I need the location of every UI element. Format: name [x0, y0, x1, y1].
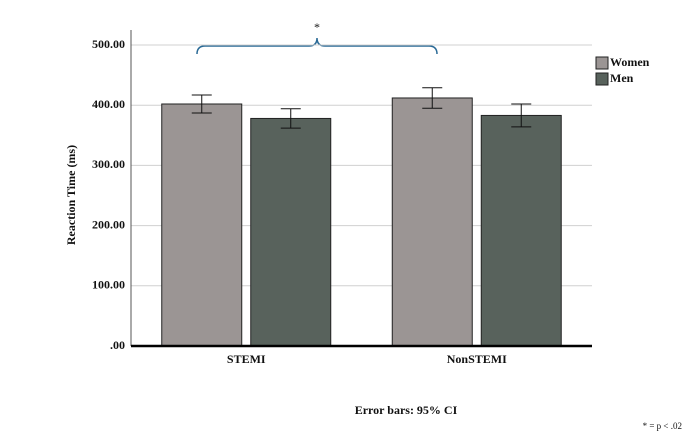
bar — [480, 114, 562, 347]
y-tick-label: 200.00 — [92, 217, 125, 231]
x-tick-label: NonSTEMI — [447, 352, 507, 366]
legend-label: Men — [610, 71, 634, 85]
error-bar — [280, 108, 301, 129]
y-tick-label: 100.00 — [92, 278, 125, 292]
error-bar — [511, 103, 532, 128]
y-axis-label: Reaction Time (ms) — [64, 145, 78, 245]
y-tick-label: 300.00 — [92, 157, 125, 171]
significance-bracket — [196, 37, 438, 55]
legend-swatch — [595, 56, 609, 70]
error-bar — [422, 87, 443, 109]
legend-swatch — [595, 72, 609, 86]
significance-mark: * — [314, 20, 320, 34]
legend-label: Women — [610, 55, 650, 69]
error-bar — [191, 94, 212, 114]
bar — [391, 97, 473, 347]
footnote: * = p < .02 — [643, 421, 682, 431]
bar — [161, 103, 243, 347]
x-tick-label: STEMI — [227, 352, 266, 366]
y-tick-label: .00 — [110, 338, 125, 352]
bar — [250, 117, 332, 347]
y-tick-label: 400.00 — [92, 97, 125, 111]
caption: Error bars: 95% CI — [355, 403, 458, 417]
y-tick-label: 500.00 — [92, 37, 125, 51]
